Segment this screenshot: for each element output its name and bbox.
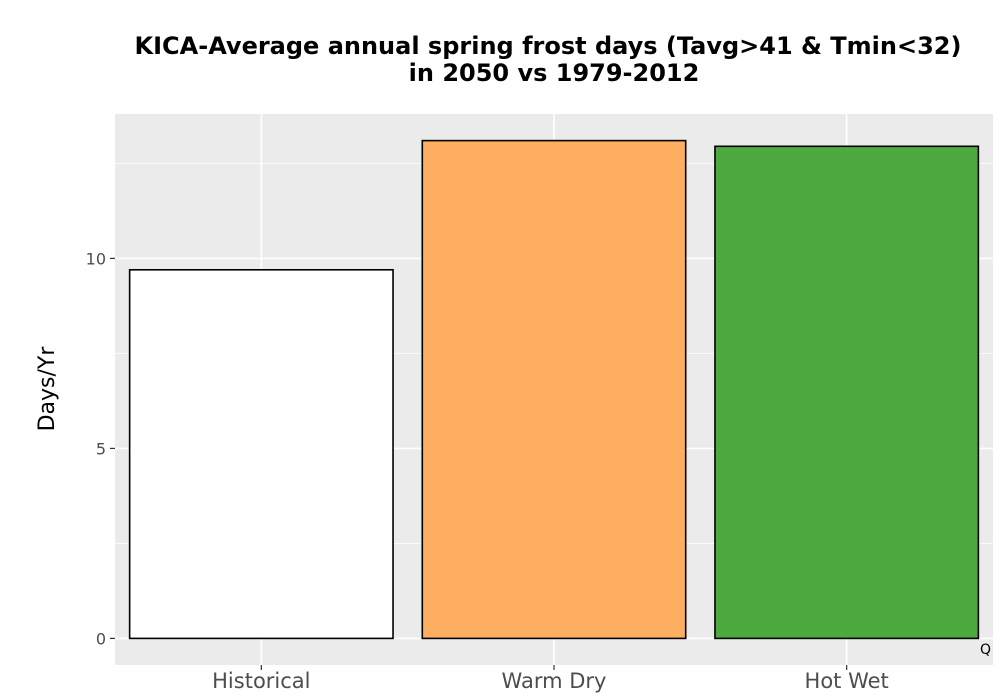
- bar-hot-wet: [714, 145, 980, 640]
- chart-title-line-1: KICA-Average annual spring frost days (T…: [135, 32, 962, 60]
- bar-warm-dry: [421, 139, 687, 640]
- chart-title-line-2: in 2050 vs 1979-2012: [409, 59, 700, 87]
- x-tick-label: Warm Dry: [502, 669, 607, 693]
- x-tick-label: Hot Wet: [805, 669, 889, 693]
- corner-note: Q: [980, 642, 991, 658]
- bars: [128, 139, 980, 640]
- y-tick-label: 0: [96, 629, 106, 648]
- y-tick-label: 5: [96, 439, 106, 458]
- y-axis-label: Days/Yr: [35, 346, 60, 432]
- x-tick-label: Historical: [212, 669, 310, 693]
- y-tick-label: 10: [86, 249, 106, 268]
- y-axis-ticks: 0 5 10: [86, 249, 115, 648]
- x-axis-ticks: Historical Warm Dry Hot Wet: [212, 665, 889, 693]
- bar-historical: [128, 268, 394, 640]
